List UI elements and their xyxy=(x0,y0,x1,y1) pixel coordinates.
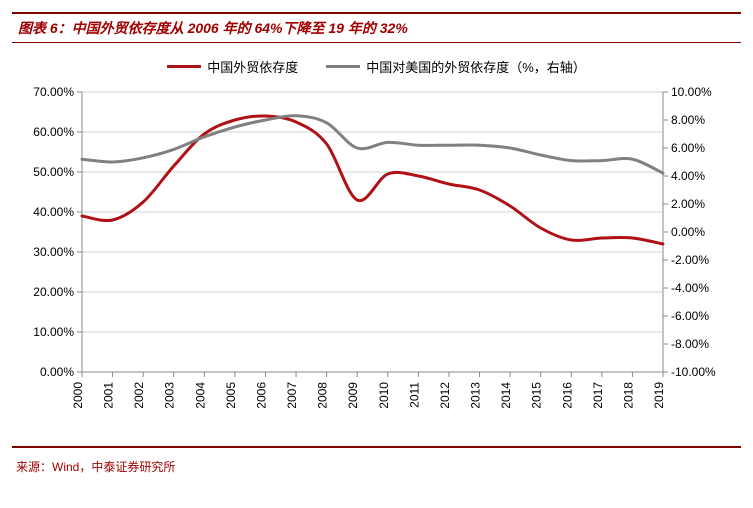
svg-text:2001: 2001 xyxy=(102,382,116,409)
series-s1 xyxy=(82,116,663,244)
chart-title-bar: 图表 6：中国外贸依存度从 2006 年的 64%下降至 19 年的 32% xyxy=(12,12,741,43)
svg-text:2009: 2009 xyxy=(346,382,360,409)
svg-text:2016: 2016 xyxy=(560,382,574,409)
svg-text:2006: 2006 xyxy=(254,382,268,409)
svg-text:2005: 2005 xyxy=(224,382,238,409)
svg-text:4.00%: 4.00% xyxy=(671,169,705,183)
svg-text:2019: 2019 xyxy=(652,382,666,409)
svg-text:50.00%: 50.00% xyxy=(33,165,74,179)
svg-text:2017: 2017 xyxy=(591,382,605,409)
legend-item-s1: 中国外贸依存度 xyxy=(167,57,298,76)
svg-text:2000: 2000 xyxy=(71,382,85,409)
svg-text:2.00%: 2.00% xyxy=(671,197,705,211)
svg-text:70.00%: 70.00% xyxy=(33,85,74,99)
legend-swatch-s1 xyxy=(167,65,201,68)
svg-text:2002: 2002 xyxy=(132,382,146,409)
svg-text:20.00%: 20.00% xyxy=(33,285,74,299)
svg-text:-10.00%: -10.00% xyxy=(671,365,716,379)
svg-text:2004: 2004 xyxy=(193,382,207,409)
svg-text:2015: 2015 xyxy=(530,382,544,409)
svg-text:40.00%: 40.00% xyxy=(33,205,74,219)
svg-text:2007: 2007 xyxy=(285,382,299,409)
series-s2 xyxy=(82,116,663,173)
svg-text:-8.00%: -8.00% xyxy=(671,337,709,351)
svg-text:2011: 2011 xyxy=(407,382,421,408)
legend-label-s2: 中国对美国的外贸依存度（%，右轴） xyxy=(366,57,586,76)
svg-text:2003: 2003 xyxy=(163,382,177,409)
svg-text:2018: 2018 xyxy=(621,382,635,409)
svg-text:60.00%: 60.00% xyxy=(33,125,74,139)
svg-text:30.00%: 30.00% xyxy=(33,245,74,259)
svg-text:0.00%: 0.00% xyxy=(40,365,74,379)
legend-item-s2: 中国对美国的外贸依存度（%，右轴） xyxy=(326,57,586,76)
chart-source: 来源：Wind，中泰证券研究所 xyxy=(12,448,741,475)
chart-title: 图表 6：中国外贸依存度从 2006 年的 64%下降至 19 年的 32% xyxy=(18,20,408,36)
plot-area: 0.00% 10.00% 20.00% 30.00% 40.00% 50.00% 60.00… xyxy=(12,82,741,442)
line-chart-svg: 0.00% 10.00% 20.00% 30.00% 40.00% 50.00% 60.00… xyxy=(12,82,741,442)
svg-text:-2.00%: -2.00% xyxy=(671,253,709,267)
svg-text:2013: 2013 xyxy=(469,382,483,409)
svg-text:2012: 2012 xyxy=(438,382,452,409)
svg-text:-6.00%: -6.00% xyxy=(671,309,709,323)
svg-text:2008: 2008 xyxy=(316,382,330,409)
svg-text:2010: 2010 xyxy=(377,382,391,409)
legend-label-s1: 中国外贸依存度 xyxy=(207,57,298,76)
svg-text:6.00%: 6.00% xyxy=(671,141,705,155)
svg-text:10.00%: 10.00% xyxy=(33,325,74,339)
source-text: 来源：Wind，中泰证券研究所 xyxy=(16,460,175,474)
svg-text:-4.00%: -4.00% xyxy=(671,281,709,295)
svg-text:0.00%: 0.00% xyxy=(671,225,705,239)
svg-text:8.00%: 8.00% xyxy=(671,113,705,127)
legend: 中国外贸依存度 中国对美国的外贸依存度（%，右轴） xyxy=(12,43,741,82)
svg-text:10.00%: 10.00% xyxy=(671,85,712,99)
legend-swatch-s2 xyxy=(326,65,360,68)
svg-text:2014: 2014 xyxy=(499,382,513,409)
chart-figure: 图表 6：中国外贸依存度从 2006 年的 64%下降至 19 年的 32% 中… xyxy=(12,12,741,475)
